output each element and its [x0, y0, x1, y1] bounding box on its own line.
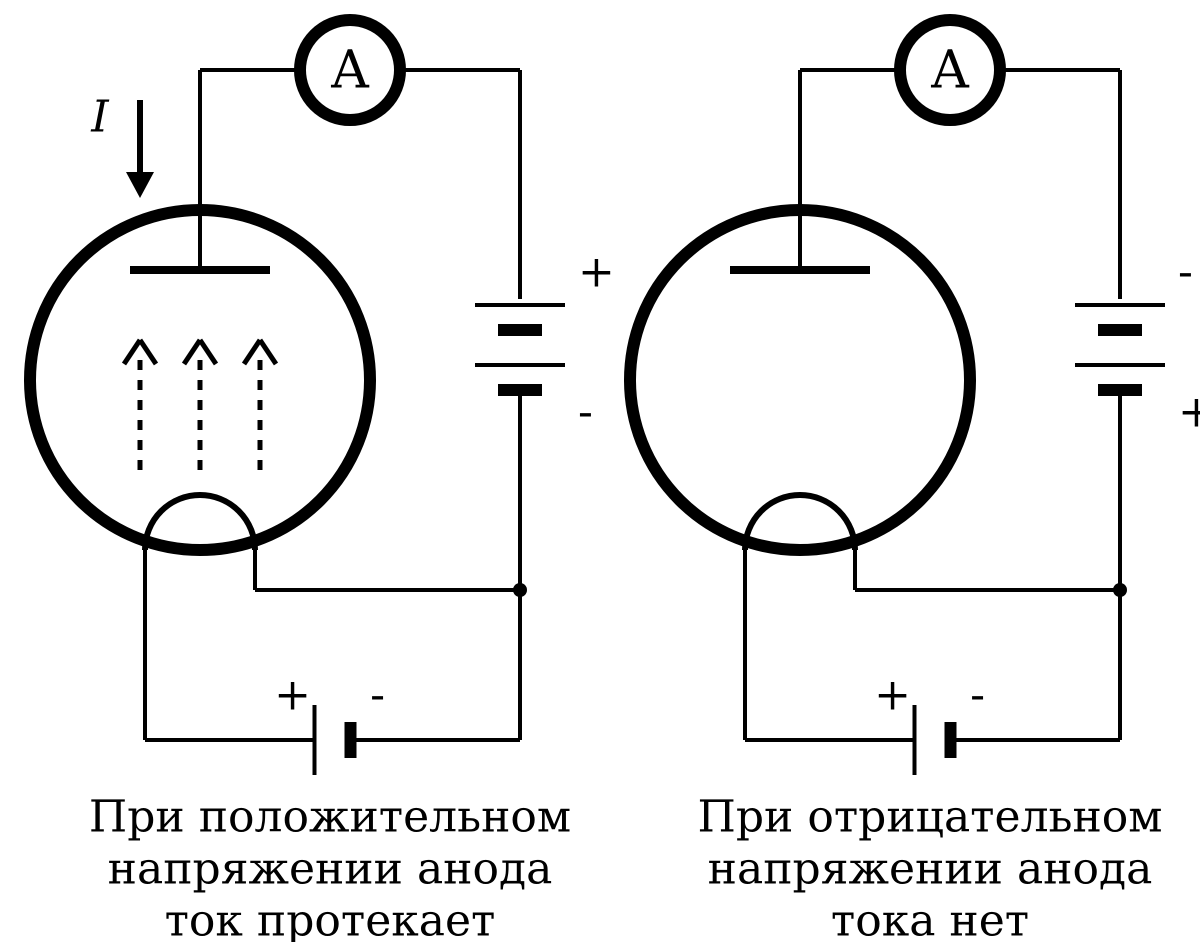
caption-line: При положительном [89, 792, 571, 843]
current-label: I [90, 92, 110, 143]
caption-line: ток протекает [165, 896, 496, 942]
heater-minus: - [370, 670, 385, 721]
anode-battery-top-sign: + [578, 247, 615, 298]
anode-battery-bottom-sign: - [578, 387, 593, 438]
caption-line: напряжении анода [708, 844, 1153, 895]
caption-line: напряжении анода [108, 844, 553, 895]
heater-plus: + [274, 670, 311, 721]
anode-battery-bottom-sign: + [1178, 387, 1200, 438]
anode-battery-top-sign: - [1178, 247, 1193, 298]
caption-line: тока нет [831, 896, 1029, 942]
heater-minus: - [970, 670, 985, 721]
ammeter-label: A [330, 41, 370, 101]
caption-line: При отрицательном [697, 792, 1162, 843]
ammeter-label: A [930, 41, 970, 101]
heater-plus: + [874, 670, 911, 721]
current-arrow [126, 172, 154, 198]
